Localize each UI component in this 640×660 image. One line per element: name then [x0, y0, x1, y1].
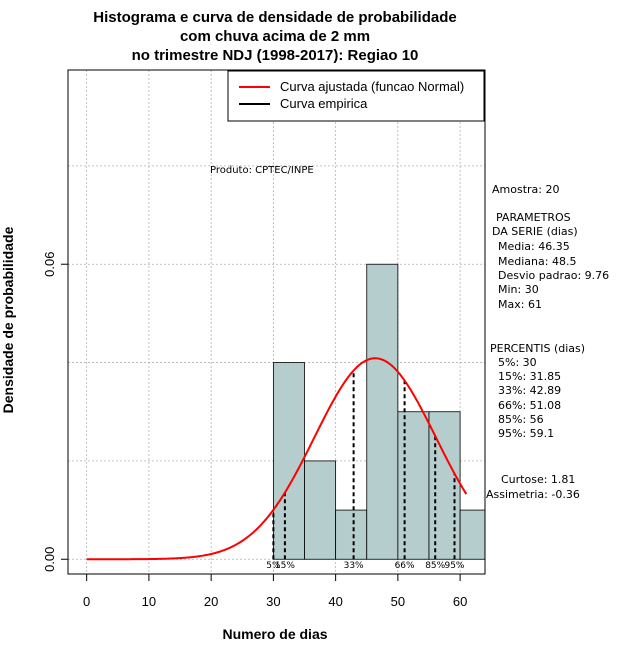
x-axis-label: Numero de dias	[222, 626, 327, 642]
histogram-bar	[397, 411, 430, 560]
histogram-bar	[335, 509, 368, 560]
legend: Curva ajustada (funcao Normal) Curva emp…	[227, 70, 485, 122]
percentis-header: PERCENTIS (dias)	[490, 342, 585, 355]
percentil-95: 95%: 59.1	[498, 427, 554, 440]
params-header-2: DA SERIE (dias)	[492, 225, 578, 238]
percentile-label: 33%	[344, 561, 364, 571]
x-tick-label: 40	[328, 594, 342, 609]
histogram-bars	[272, 263, 486, 560]
percentile-label: 5%	[266, 561, 281, 571]
product-note: Produto: CPTEC/INPE	[210, 165, 314, 176]
kurtosis: Curtose: 1.81	[501, 473, 575, 486]
percentile-label: 85%	[425, 561, 445, 571]
param-max: Max: 61	[498, 298, 542, 311]
plot-frame	[67, 69, 486, 575]
percentil-33: 33%: 42.89	[498, 384, 561, 397]
percentile-lines: 5%15% 33% 66% 85% 95%	[266, 370, 465, 571]
legend-box	[227, 70, 485, 122]
chart-title-line-2: com chuva acima de 2 mm	[180, 28, 370, 45]
sample-size: Amostra: 20	[492, 183, 559, 196]
legend-label-normal-curve: Curva ajustada (funcao Normal)	[280, 79, 464, 94]
legend-label-empirical-curve: Curva empirica	[280, 96, 368, 111]
y-axis-label: Densidade de probabilidade	[0, 226, 16, 413]
x-tick-label: 50	[391, 594, 405, 609]
histogram-bar	[459, 509, 486, 560]
percentil-66: 66%: 51.08	[498, 399, 561, 412]
x-tick-label: 0	[83, 594, 90, 609]
percentile-label: 95%	[444, 561, 464, 571]
param-min: Min: 30	[498, 283, 539, 296]
x-tick-label: 60	[453, 594, 467, 609]
param-stddev: Desvio padrao: 9.76	[498, 269, 609, 282]
param-median: Mediana: 48.5	[498, 255, 576, 268]
y-tick-label: 0.06	[42, 252, 57, 277]
percentil-5: 5%: 30	[498, 356, 537, 369]
chart-title-line-1: Histograma e curva de densidade de proba…	[93, 9, 456, 26]
param-mean: Media: 46.35	[498, 240, 570, 253]
x-tick-label: 30	[266, 594, 280, 609]
percentile-label: 15%	[275, 561, 295, 571]
stats-panel: Amostra: 20 PARAMETROS DA SERIE (dias) M…	[486, 183, 609, 501]
y-tick-label: 0.00	[42, 547, 57, 572]
histogram-bar	[272, 362, 305, 560]
x-tick-label: 20	[204, 594, 218, 609]
normal-curve-layer	[86, 357, 468, 561]
percentile-label: 66%	[395, 561, 415, 571]
percentil-15: 15%: 31.85	[498, 370, 561, 383]
percentil-85: 85%: 56	[498, 413, 544, 426]
x-tick-label: 10	[142, 594, 156, 609]
axes-layer: 0 10 20 30 40 50 60 0.00 0.06	[42, 252, 467, 609]
histogram-bar	[304, 460, 337, 560]
normal-curve	[86, 357, 468, 561]
skewness: Assimetria: -0.36	[486, 488, 580, 501]
chart-title-line-3: no trimestre NDJ (1998-2017): Regiao 10	[132, 47, 419, 64]
histogram-bar	[366, 263, 399, 560]
params-header-1: PARAMETROS	[496, 211, 571, 224]
